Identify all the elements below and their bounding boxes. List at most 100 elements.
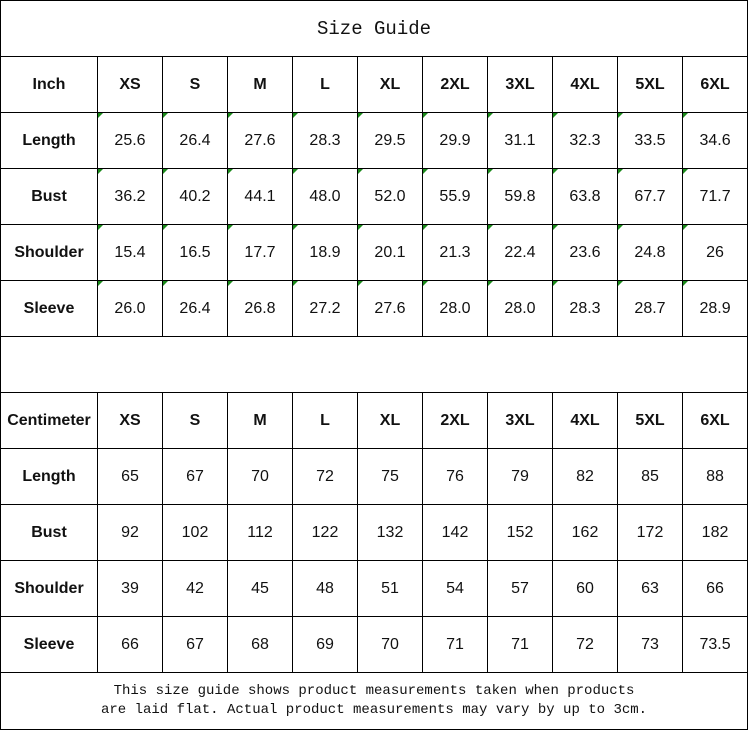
measurement-cell: 26.4 [162,280,228,337]
measurement-cell: 26.4 [162,112,228,169]
measurement-cell: 72 [552,616,618,673]
measurement-cell: 68 [227,616,293,673]
table-row: Sleeve 66 67 68 69 70 71 71 72 73 73.5 [0,616,749,673]
measurement-cell: 28.0 [487,280,553,337]
measurement-cell: 25.6 [97,112,163,169]
table-row: Length 25.6 26.4 27.6 28.3 29.5 29.9 31.1 32.3 33… [0,112,749,169]
measurement-cell: 132 [357,504,423,561]
measurement-cell: 44.1 [227,168,293,225]
measurement-cell: 27.2 [292,280,358,337]
measurement-cell: 122 [292,504,358,561]
measurement-cell: 67.7 [617,168,683,225]
measurement-cell: 28.0 [422,280,488,337]
size-header-6xl: 6XL [681,392,749,449]
row-label: Sleeve [0,616,98,673]
measurement-cell: 172 [617,504,683,561]
measurement-cell: 66 [97,616,163,673]
size-header-2xl: 2XL [422,56,488,113]
measurement-cell: 162 [552,504,618,561]
measurement-cell: 26.0 [97,280,163,337]
size-header-m: M [227,56,293,113]
size-header-l: L [292,56,358,113]
measurement-cell: 33.5 [617,112,683,169]
measurement-cell: 76 [422,448,488,505]
measurement-cell: 71.7 [681,168,749,225]
size-header-5xl: 5XL [617,56,683,113]
measurement-cell: 182 [681,504,749,561]
measurement-cell: 20.1 [357,224,423,281]
measurement-cell: 73 [617,616,683,673]
table-row: Shoulder 39 42 45 48 51 54 57 60 63 66 [0,560,749,617]
unit-header: Centimeter [0,392,98,449]
measurement-cell: 39 [97,560,163,617]
measurement-cell: 31.1 [487,112,553,169]
measurement-cell: 66 [681,560,749,617]
row-label: Bust [0,504,98,561]
note-line-2: are laid flat. Actual product measuremen… [100,702,648,718]
measurement-cell: 88 [681,448,749,505]
measurement-cell: 59.8 [487,168,553,225]
table-row: Shoulder 15.4 16.5 17.7 18.9 20.1 21.3 22.4 23.6… [0,224,749,281]
spacer-cell [0,336,749,393]
measurement-cell: 29.5 [357,112,423,169]
measurement-cell: 45 [227,560,293,617]
measurement-cell: 92 [97,504,163,561]
measurement-cell: 57 [487,560,553,617]
measurement-cell: 52.0 [357,168,423,225]
row-label: Shoulder [0,224,98,281]
measurement-cell: 48.0 [292,168,358,225]
title-row: Size Guide [0,0,749,57]
measurement-cell: 67 [162,448,228,505]
size-header-xl: XL [357,392,423,449]
measurement-cell: 70 [227,448,293,505]
note-line-1: This size guide shows product measuremen… [113,683,635,699]
size-header-xs: XS [97,392,163,449]
measurement-cell: 16.5 [162,224,228,281]
measurement-cell: 142 [422,504,488,561]
measurement-cell: 69 [292,616,358,673]
measurement-cell: 112 [227,504,293,561]
row-label: Length [0,112,98,169]
spacer-row [0,336,749,393]
row-label: Length [0,448,98,505]
measurement-cell: 18.9 [292,224,358,281]
header-row: Centimeter XS S M L XL 2XL 3XL 4XL 5XL 6XL [0,392,749,449]
measurement-cell: 152 [487,504,553,561]
measurement-cell: 60 [552,560,618,617]
measurement-note: This size guide shows product measuremen… [0,672,749,730]
row-label: Bust [0,168,98,225]
measurement-cell: 29.9 [422,112,488,169]
measurement-cell: 55.9 [422,168,488,225]
row-label: Shoulder [0,560,98,617]
measurement-cell: 71 [422,616,488,673]
unit-header: Inch [0,56,98,113]
measurement-cell: 67 [162,616,228,673]
measurement-cell: 40.2 [162,168,228,225]
measurement-cell: 73.5 [681,616,749,673]
measurement-cell: 51 [357,560,423,617]
table-row: Bust 92 102 112 122 132 142 152 162 172 182 [0,504,749,561]
measurement-cell: 42 [162,560,228,617]
size-header-5xl: 5XL [617,392,683,449]
measurement-cell: 28.9 [681,280,749,337]
size-header-xs: XS [97,56,163,113]
page-title: Size Guide [0,0,749,57]
measurement-cell: 21.3 [422,224,488,281]
measurement-cell: 34.6 [681,112,749,169]
table-row: Bust 36.2 40.2 44.1 48.0 52.0 55.9 59.8 63.8 67.7… [0,168,749,225]
size-header-4xl: 4XL [552,56,618,113]
measurement-cell: 75 [357,448,423,505]
measurement-cell: 54 [422,560,488,617]
measurement-cell: 17.7 [227,224,293,281]
measurement-cell: 79 [487,448,553,505]
measurement-cell: 24.8 [617,224,683,281]
size-header-m: M [227,392,293,449]
measurement-cell: 22.4 [487,224,553,281]
size-header-xl: XL [357,56,423,113]
size-header-s: S [162,392,228,449]
table-row: Sleeve 26.0 26.4 26.8 27.2 27.6 28.0 28.0 28.3 28… [0,280,749,337]
size-header-6xl: 6XL [681,56,749,113]
size-header-2xl: 2XL [422,392,488,449]
measurement-cell: 72 [292,448,358,505]
